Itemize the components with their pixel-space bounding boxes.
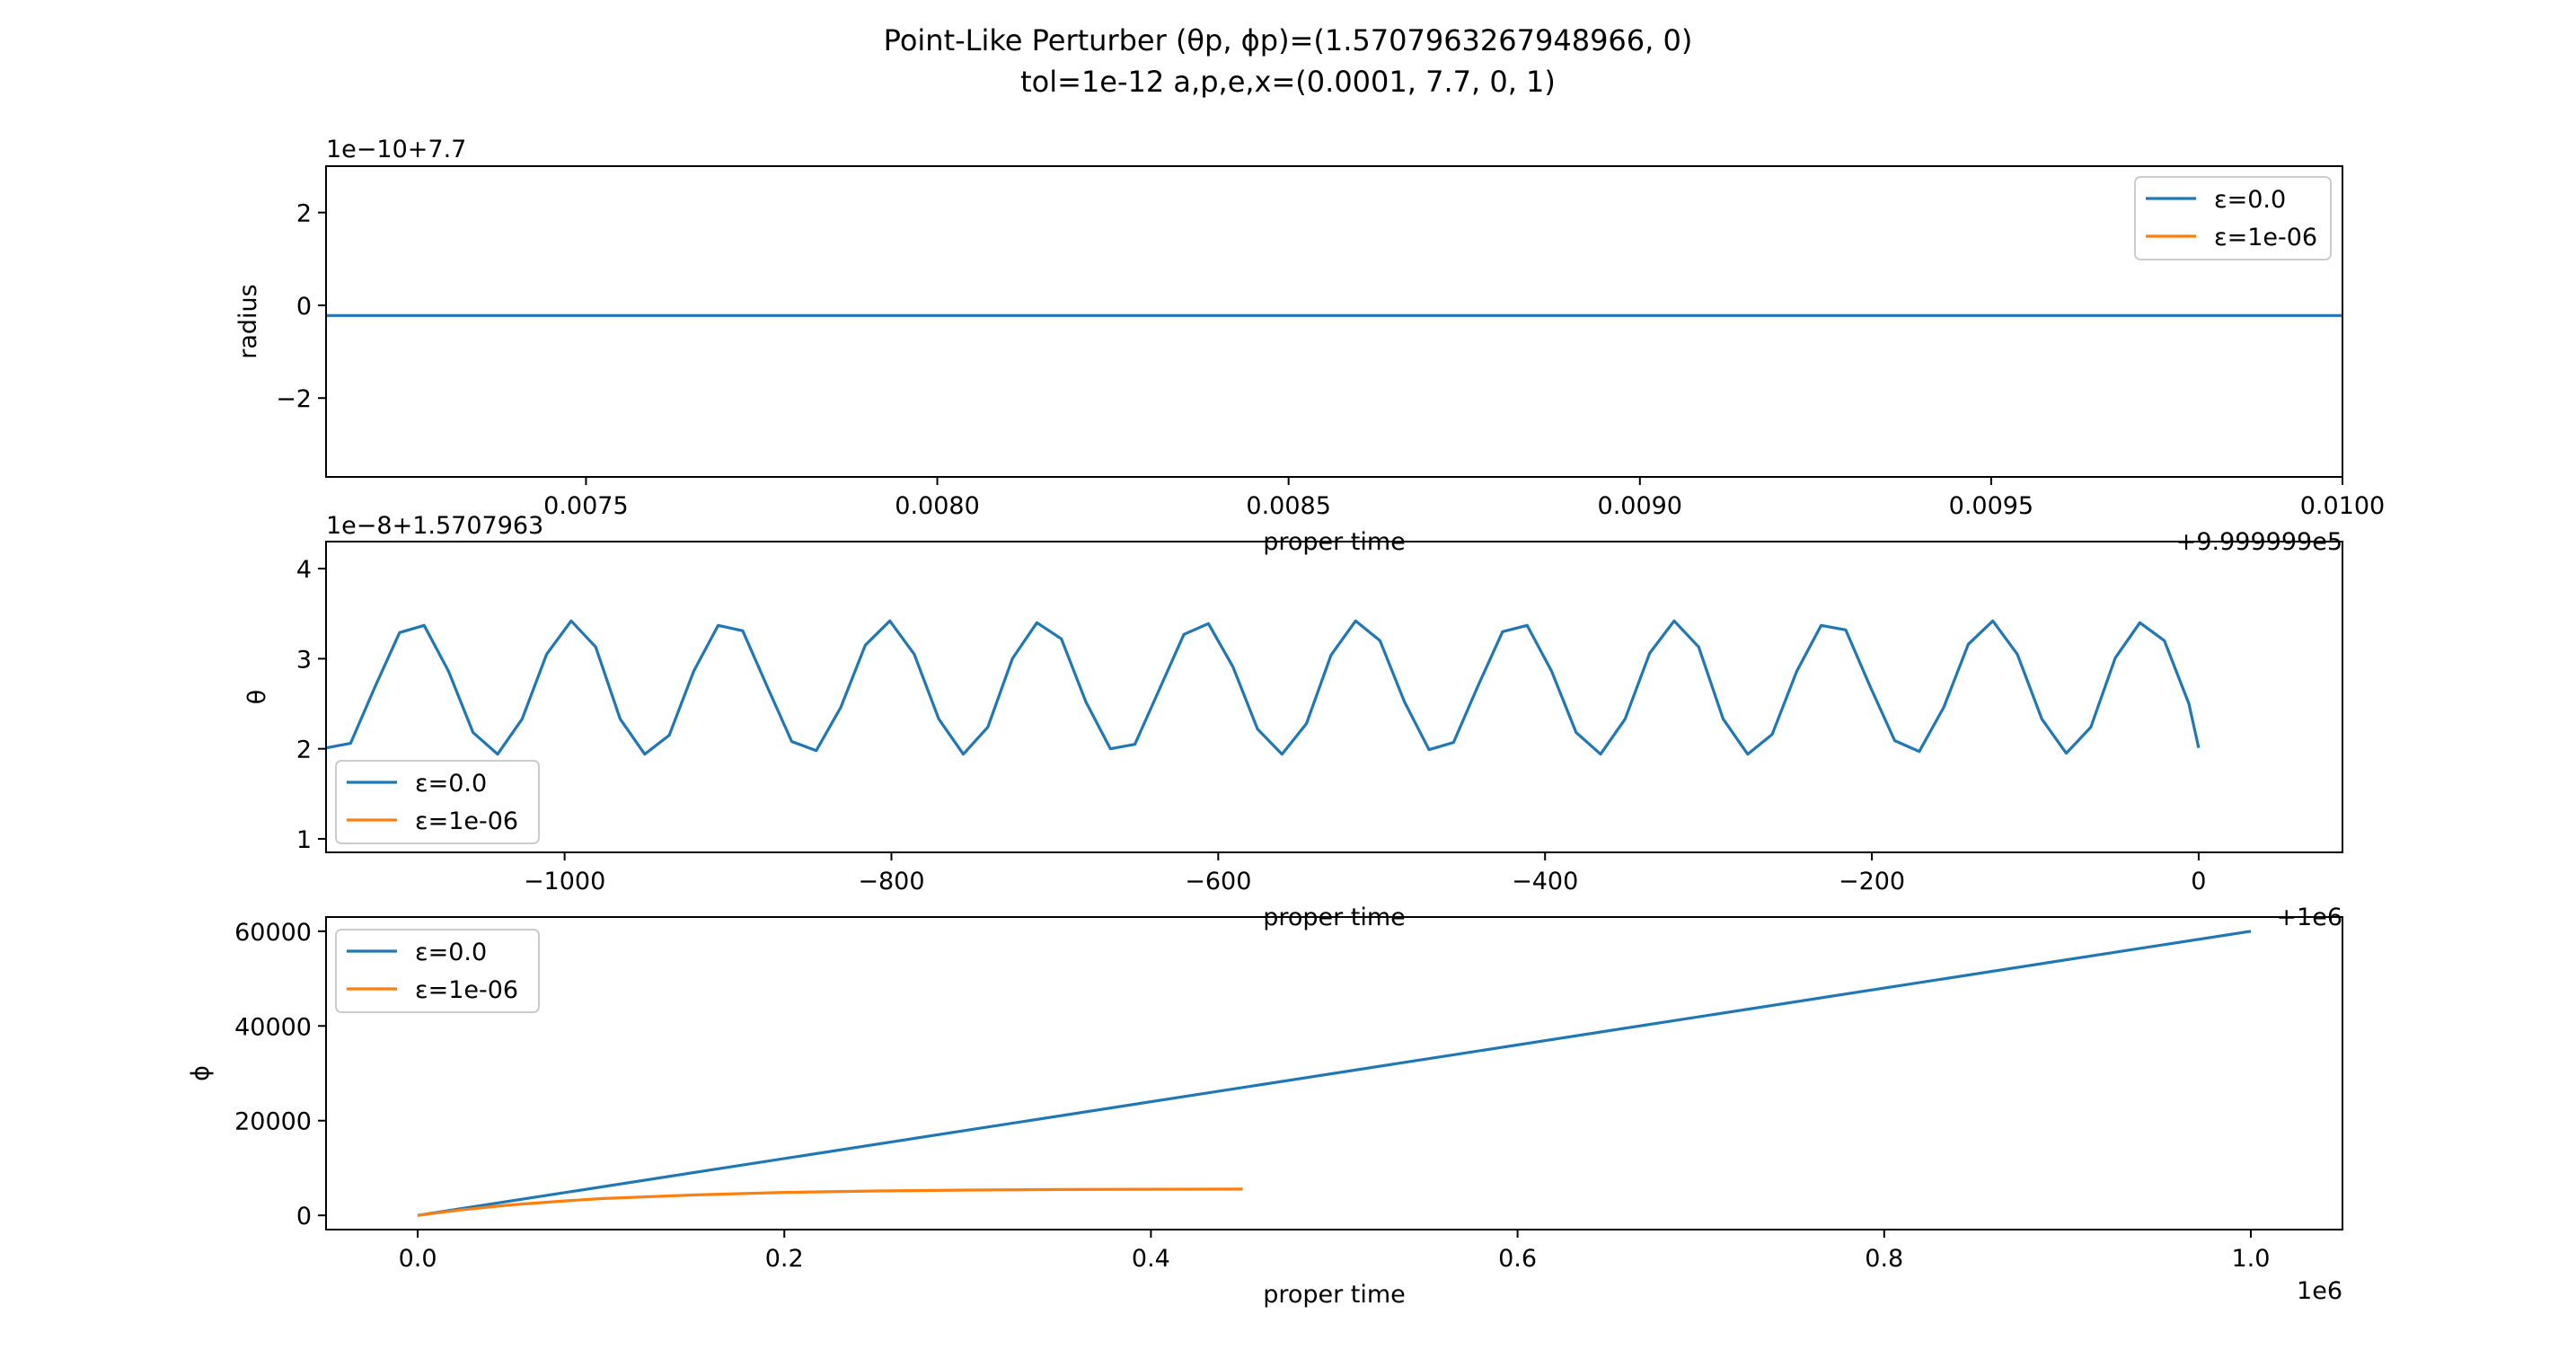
- phi-xtick-label: 0.0: [399, 1245, 437, 1273]
- theta-ytick-label: 3: [296, 646, 312, 674]
- figure-title-line1: Point-Like Perturber (θp, ϕp)=(1.5707963…: [884, 23, 1693, 57]
- phi-x-offset-label: 1e6: [2297, 1277, 2342, 1305]
- radius-xtick-label: 0.0080: [895, 492, 979, 520]
- radius-ytick-label: −2: [276, 385, 312, 413]
- radius-xtick-label: 0.0085: [1246, 492, 1330, 520]
- phi-series-0-line: [417, 930, 2252, 1217]
- phi-xtick-label: 0.6: [1498, 1245, 1537, 1273]
- phi-xtick-label: 0.8: [1865, 1245, 1903, 1273]
- theta-series-0-line: [326, 619, 2201, 756]
- theta-ylabel: θ: [243, 690, 271, 705]
- radius-y-offset-label: 1e−10+7.7: [326, 136, 466, 163]
- radius-legend: ε=0.0 ε=1e-06: [2134, 176, 2332, 260]
- theta-xtick-label: −400: [1512, 868, 1578, 895]
- phi-ytick-label: 60000: [234, 919, 312, 947]
- radius-legend-label-1: ε=1e-06: [2214, 224, 2317, 251]
- phi-subplot: 0.0 0.2 0.4 0.6 0.8 1.0 0 20000 40000 60000 ϕ prope…: [187, 916, 2343, 1309]
- radius-xtick-label: 0.0075: [543, 492, 628, 520]
- radius-xtick-label: 0.0090: [1598, 492, 1682, 520]
- theta-ytick-label: 1: [296, 826, 312, 854]
- phi-legend: ε=0.0 ε=1e-06: [335, 929, 540, 1013]
- phi-xtick-label: 0.2: [765, 1245, 804, 1273]
- phi-ylabel: ϕ: [187, 1065, 215, 1081]
- theta-xtick-label: −1000: [524, 868, 605, 895]
- theta-ytick-label: 2: [296, 736, 312, 764]
- theta-xtick-label: 0: [2191, 868, 2206, 895]
- phi-xtick-label: 1.0: [2231, 1245, 2270, 1273]
- phi-xtick-label: 0.4: [1132, 1245, 1170, 1273]
- theta-y-offset-label: 1e−8+1.5707963: [326, 512, 543, 540]
- phi-series-1-line: [417, 1187, 1243, 1217]
- theta-xtick-label: −800: [858, 868, 924, 895]
- theta-axes-frame: [325, 541, 2343, 853]
- theta-legend-label-0: ε=0.0: [415, 770, 487, 798]
- phi-legend-label-1: ε=1e-06: [415, 976, 518, 1004]
- phi-axes-frame: [325, 916, 2343, 1230]
- radius-subplot: 0.0075 0.0080 0.0085 0.0090 0.0095 0.0100 −2 0 2…: [234, 136, 2385, 556]
- theta-xtick-label: −200: [1839, 868, 1905, 895]
- theta-xtick-label: −600: [1185, 868, 1251, 895]
- radius-xtick-label: 0.0100: [2300, 492, 2385, 520]
- theta-ytick-label: 4: [296, 556, 312, 584]
- radius-legend-label-0: ε=0.0: [2214, 186, 2286, 214]
- theta-legend-label-1: ε=1e-06: [415, 807, 518, 835]
- phi-legend-label-0: ε=0.0: [415, 939, 487, 966]
- radius-ylabel: radius: [234, 284, 262, 358]
- theta-legend: ε=0.0 ε=1e-06: [335, 760, 540, 844]
- radius-ytick-label: 0: [296, 293, 312, 321]
- phi-ytick-label: 0: [296, 1203, 312, 1230]
- phi-ytick-label: 20000: [234, 1108, 312, 1136]
- figure-title-line2: tol=1e-12 a,p,e,x=(0.0001, 7.7, 0, 1): [1020, 65, 1556, 99]
- phi-xlabel: proper time: [1263, 1281, 1406, 1309]
- radius-axes-frame: [325, 165, 2343, 478]
- radius-ytick-label: 2: [296, 200, 312, 228]
- phi-ytick-label: 40000: [234, 1013, 312, 1041]
- radius-xtick-label: 0.0095: [1949, 492, 2033, 520]
